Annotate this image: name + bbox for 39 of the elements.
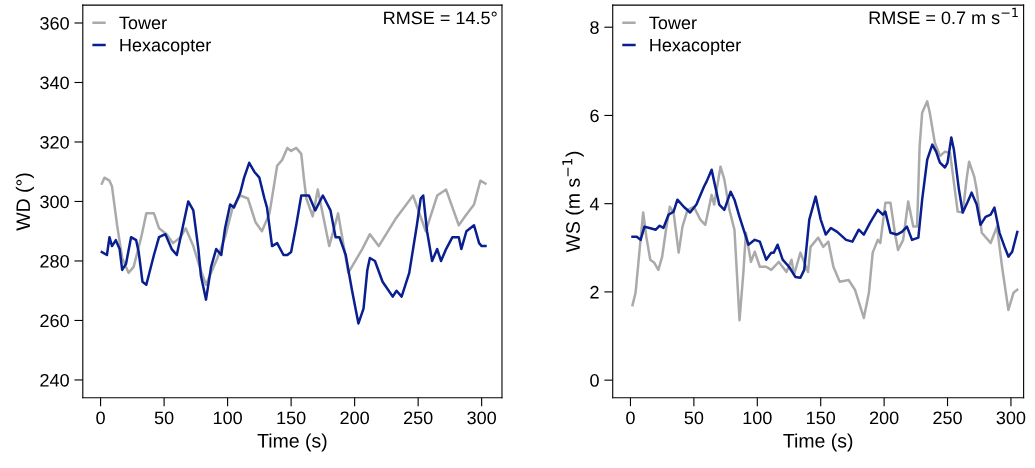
legend-label: Hexacopter — [120, 38, 211, 56]
x-tick-label: 150 — [277, 411, 306, 425]
y-tick-label: 340 — [40, 76, 69, 90]
x-tick-label: 150 — [807, 411, 836, 425]
x-tick-label: 100 — [213, 411, 242, 425]
line-series — [100, 161, 487, 325]
legend-label: Tower — [119, 16, 167, 30]
x-tick-label: 250 — [933, 411, 962, 425]
y-tick-label: 280 — [40, 254, 69, 268]
legend-label: Tower — [649, 16, 697, 30]
x-tick-label: 100 — [743, 411, 772, 425]
x-tick-label: 50 — [154, 411, 174, 425]
x-tick-label: 200 — [340, 411, 369, 425]
x-axis-title: Time (s) — [783, 433, 853, 452]
y-tick-label: 300 — [40, 195, 69, 209]
annotation: RMSE = 14.5° — [384, 11, 497, 25]
y-tick-label: 6 — [590, 109, 599, 123]
y-axis-title: WS (m s$^{−1}$) — [562, 151, 584, 253]
line-series — [631, 136, 1019, 280]
y-axis-title: WD (°) — [15, 173, 34, 231]
x-tick-label: 0 — [626, 411, 635, 425]
y-tick-label: 320 — [40, 135, 69, 149]
y-tick-label: 360 — [40, 16, 69, 30]
y-tick-label: 0 — [590, 374, 599, 387]
y-tick-label: 240 — [40, 373, 69, 387]
y-tick-label: 2 — [590, 285, 599, 299]
legend-label: Hexacopter — [650, 38, 741, 56]
x-tick-label: 300 — [996, 411, 1026, 425]
x-tick-label: 50 — [684, 411, 704, 425]
x-axis-title: Time (s) — [257, 433, 327, 452]
y-tick-label: 8 — [590, 21, 599, 34]
x-tick-label: 0 — [96, 411, 105, 425]
x-tick-label: 200 — [869, 411, 899, 425]
annotation: RMSE = 0.7 m s$^{−1}$ — [869, 7, 1018, 25]
y-tick-label: 4 — [589, 197, 599, 211]
x-tick-label: 300 — [467, 411, 497, 425]
line-series — [631, 100, 1019, 322]
x-tick-label: 250 — [403, 411, 433, 425]
y-tick-label: 260 — [40, 314, 69, 328]
